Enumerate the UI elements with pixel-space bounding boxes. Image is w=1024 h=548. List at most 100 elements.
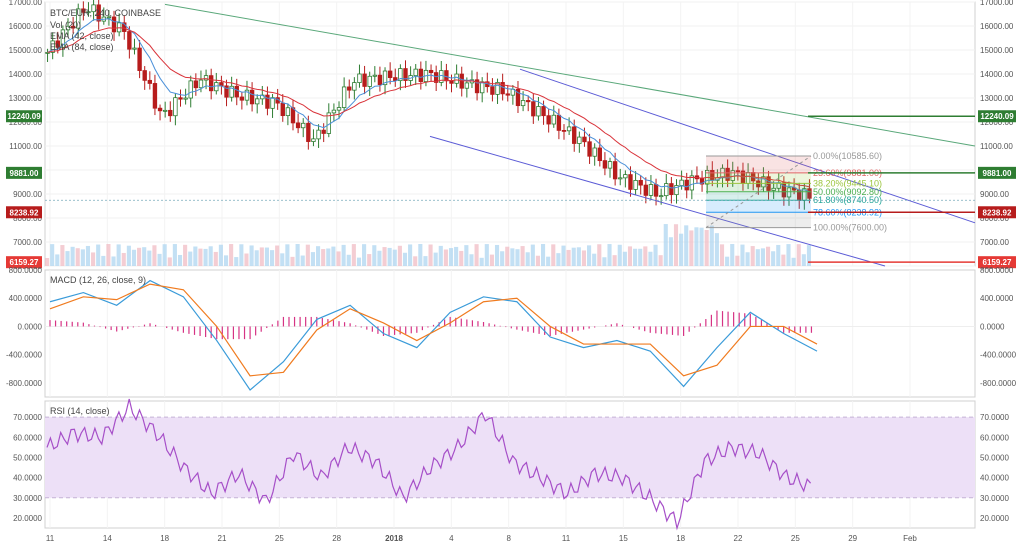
volume-bar [126,245,131,266]
candle-body [208,75,214,92]
volume-bar [234,257,239,266]
volume-bar [346,254,351,266]
rsi-axis-left-tick: 40.0000 [13,474,42,483]
candle-body [255,98,260,105]
volume-bar [290,256,295,266]
volume-bar [760,248,765,266]
price-tag-left-text: 8238.92 [10,208,39,217]
candle-body [669,183,674,196]
volume-bar [326,248,331,266]
candle-body [658,195,664,198]
volume-bar [213,251,218,266]
volume-bar [515,249,520,266]
price-axis-right-tick: 7000.00 [980,238,1009,247]
volume-bar [607,244,612,266]
candle-body [316,129,321,140]
candle-body [771,187,776,191]
candle-body [628,174,633,190]
volume-bar [75,248,80,266]
time-axis-tick: 18 [676,534,685,543]
rsi-title: RSI (14, close) [50,406,110,416]
volume-bar [535,255,540,266]
volume-bar [316,246,321,266]
time-axis-tick: Feb [903,534,917,543]
volume-bar [633,248,638,266]
candle-body [173,97,178,117]
candle-body [449,80,454,84]
candle-body [168,109,173,117]
candle-body [623,174,628,179]
price-axis-left-tick: 11000.00 [9,142,42,151]
candle-body [306,122,311,142]
volume-bar [70,246,75,266]
candle-body [183,97,188,100]
candle-body [633,180,638,190]
candle-body [60,29,66,48]
volume-bar [362,244,367,266]
candle-body [142,70,147,81]
price-tag-right-text: 9881.00 [983,169,1012,178]
volume-bar [801,254,806,266]
volume-bar [418,244,423,266]
volume-bar [781,254,786,266]
candle-body [464,82,470,89]
candle-body [428,69,434,74]
trendline-green [164,3,976,147]
price-tag-left [6,256,42,269]
candle-body [577,136,582,144]
volume-bar [65,251,70,266]
candle-body [198,79,204,89]
volume-bar [459,250,464,266]
volume-bar [152,245,157,266]
price-axis-right-tick: 14000.00 [980,70,1014,79]
volume-bar [137,247,142,266]
candle-body [367,75,372,87]
volume-bar [489,254,494,266]
candle-body [70,25,76,29]
volume-bar [689,230,694,266]
candle-body [249,89,255,105]
volume-bar [392,249,397,266]
volume-bar [771,251,776,266]
price-tag-left [6,206,42,219]
volume-bar [530,244,535,266]
candle-body [444,70,449,82]
candle-body [336,107,342,111]
candle-body [382,70,388,86]
price-tag-right-text: 12240.09 [980,112,1014,121]
volume-bar [551,244,556,266]
candle-body [280,102,285,117]
candle-body [495,82,500,95]
volume-bar [464,245,469,266]
rsi-axis-left-tick: 50.0000 [13,453,42,462]
volume-bar [648,251,653,266]
fib-zone [706,212,811,228]
volume-bar [704,229,709,266]
volume-bar [443,249,448,266]
volume-bar [147,250,152,266]
volume-bar [673,224,679,266]
volume-bar [546,256,551,266]
volume-bar [653,244,658,266]
candle-body [561,129,567,132]
candle-body [756,180,761,188]
price-tag-left-text: 6159.27 [10,258,39,267]
volume-bar [719,244,725,266]
candle-body [439,70,444,83]
chart-title: BTC/EUR, 240, COINBASE [50,8,161,18]
volume-bar [566,249,571,266]
candle-body [418,68,424,82]
candle-body [96,4,101,22]
candle-body [111,16,117,33]
volume-bar [177,254,183,266]
volume-bar [397,245,402,266]
volume-bar [668,237,673,266]
price-axis-left-tick: 15000.00 [9,46,43,55]
candle-body [265,94,270,109]
rsi-axis-left-tick: 70.0000 [13,413,42,422]
volume-bar [592,253,597,266]
volume-bar [474,244,479,266]
volume-bar [203,248,208,266]
volume-bar [157,253,162,266]
